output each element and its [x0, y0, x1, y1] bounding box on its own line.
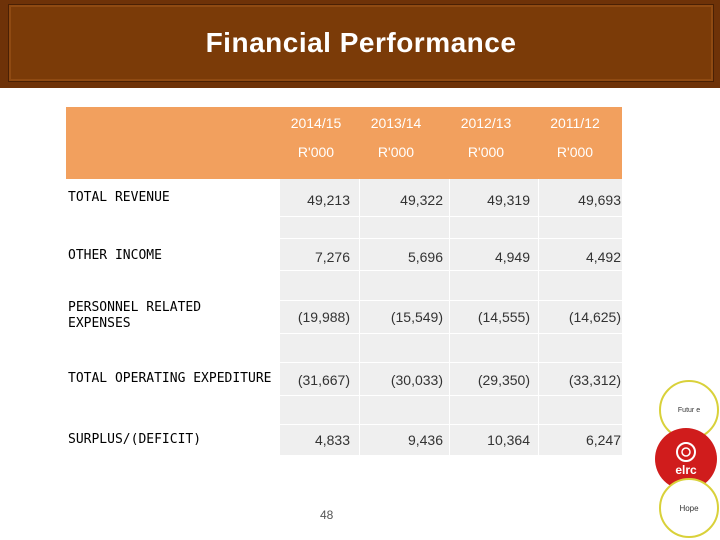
table-cell: 49,693	[578, 192, 621, 208]
row-label-personnel-expenses: PERSONNEL RELATED EXPENSES	[68, 300, 202, 331]
column-unit-2014-15: R'000	[297, 144, 335, 160]
column-year-2014-15: 2014/15	[290, 115, 342, 131]
column-year-2012-13: 2012/13	[460, 115, 512, 131]
table-cell: 49,319	[487, 192, 530, 208]
page-title: Financial Performance	[205, 27, 517, 58]
table-cell: 49,322	[400, 192, 443, 208]
table-cell: 4,492	[585, 249, 621, 265]
table-cell: (31,667)	[297, 372, 350, 388]
page-number: 48	[320, 508, 334, 522]
grid-line	[66, 216, 622, 217]
grid-line	[66, 333, 622, 334]
column-year-2011-12: 2011/12	[550, 115, 600, 131]
row-label-other-income: OTHER INCOME	[68, 248, 162, 263]
table-cell: 6,247	[585, 432, 621, 448]
grid-line	[66, 238, 622, 239]
table-cell: (33,312)	[568, 372, 621, 388]
grid-line	[66, 300, 622, 301]
row-label-total-revenue: TOTAL REVENUE	[68, 190, 170, 205]
hope-logo: Hope	[659, 478, 719, 538]
title-banner: Financial Performance	[0, 0, 720, 88]
table-cell: 5,696	[407, 249, 443, 265]
column-unit-2011-12: R'000	[556, 144, 594, 160]
column-unit-2012-13: R'000	[467, 144, 505, 160]
table-cell: 7,276	[314, 249, 350, 265]
table-cell: 49,213	[307, 192, 350, 208]
grid-line	[66, 395, 622, 396]
table-header-band	[66, 107, 622, 179]
table-label-column	[66, 179, 279, 455]
future-logo-text: Futur e	[677, 406, 701, 414]
grid-line	[279, 179, 280, 455]
table-cell: 4,949	[494, 249, 530, 265]
row-label-total-operating: TOTAL OPERATING EXPEDITURE	[68, 371, 272, 386]
table-cell: 9,436	[407, 432, 443, 448]
table-cell: (14,555)	[477, 309, 530, 325]
table-cell: (14,625)	[568, 309, 621, 325]
row-label-surplus-deficit: SURPLUS/(DEFICIT)	[68, 432, 202, 447]
hope-logo-text: Hope	[679, 503, 699, 513]
title-banner-inner: Financial Performance	[8, 4, 714, 82]
table-cell: 10,364	[487, 432, 530, 448]
table-cell: (30,033)	[390, 372, 443, 388]
grid-line	[538, 179, 539, 455]
elrc-emblem-icon	[676, 442, 696, 462]
column-year-2013-14: 2013/14	[370, 115, 422, 131]
grid-line	[66, 362, 622, 363]
table-cell: (19,988)	[297, 309, 350, 325]
grid-line	[449, 179, 450, 455]
grid-line	[66, 270, 622, 271]
grid-line	[359, 179, 360, 455]
column-unit-2013-14: R'000	[377, 144, 415, 160]
elrc-logo-text: elrc	[675, 463, 697, 477]
grid-line	[66, 424, 622, 425]
table-cell: (29,350)	[477, 372, 530, 388]
table-cell: 4,833	[314, 432, 350, 448]
table-cell: (15,549)	[390, 309, 443, 325]
